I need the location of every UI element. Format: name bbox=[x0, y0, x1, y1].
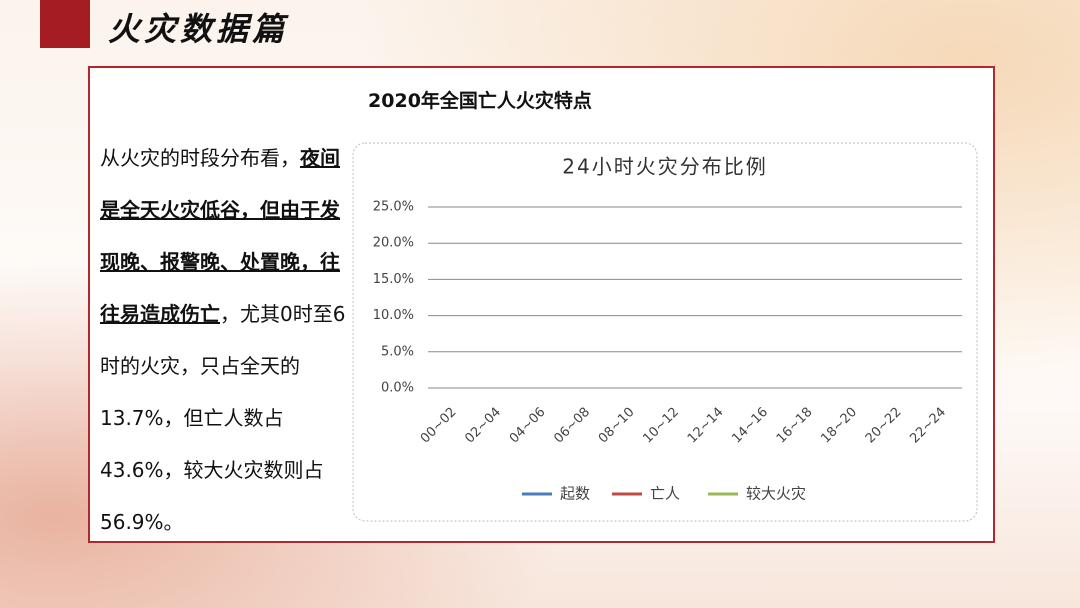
body-text: 从火灾的时段分布看， bbox=[100, 146, 300, 170]
chart-frame bbox=[352, 142, 978, 522]
y-tick-label: 20.0% bbox=[373, 236, 414, 251]
chart-title: 24小时火灾分布比例 bbox=[562, 155, 767, 179]
body-text: ，尤其0时至6时的火灾，只占全天的13.7%，但亡人数占43.6%，较大火灾数则… bbox=[100, 302, 346, 534]
header-title: 火灾数据篇 bbox=[108, 10, 289, 48]
y-tick-label: 25.0% bbox=[373, 200, 414, 215]
y-tick-label: 15.0% bbox=[373, 272, 414, 287]
legend-label: 亡人 bbox=[650, 485, 680, 503]
panel-body: 从火灾的时段分布看，夜间是全天火灾低谷，但由于发现晚、报警晚、处置晚，往往易造成… bbox=[100, 132, 348, 548]
legend-label: 较大火灾 bbox=[746, 485, 806, 503]
legend-label: 起数 bbox=[560, 485, 590, 503]
y-tick-label: 0.0% bbox=[381, 381, 414, 396]
chart: 24小时火灾分布比例 0.0%5.0%10.0%15.0%20.0%25.0%0… bbox=[352, 142, 978, 522]
y-tick-label: 5.0% bbox=[381, 344, 414, 359]
header-block bbox=[40, 0, 90, 48]
panel-title: 2020年全国亡人火灾特点 bbox=[368, 90, 592, 112]
body-emphasis: 夜间是全天火灾低谷，但由于发现晚、报警晚、处置晚，往往易造成伤亡 bbox=[100, 146, 340, 326]
y-tick-label: 10.0% bbox=[373, 308, 414, 323]
